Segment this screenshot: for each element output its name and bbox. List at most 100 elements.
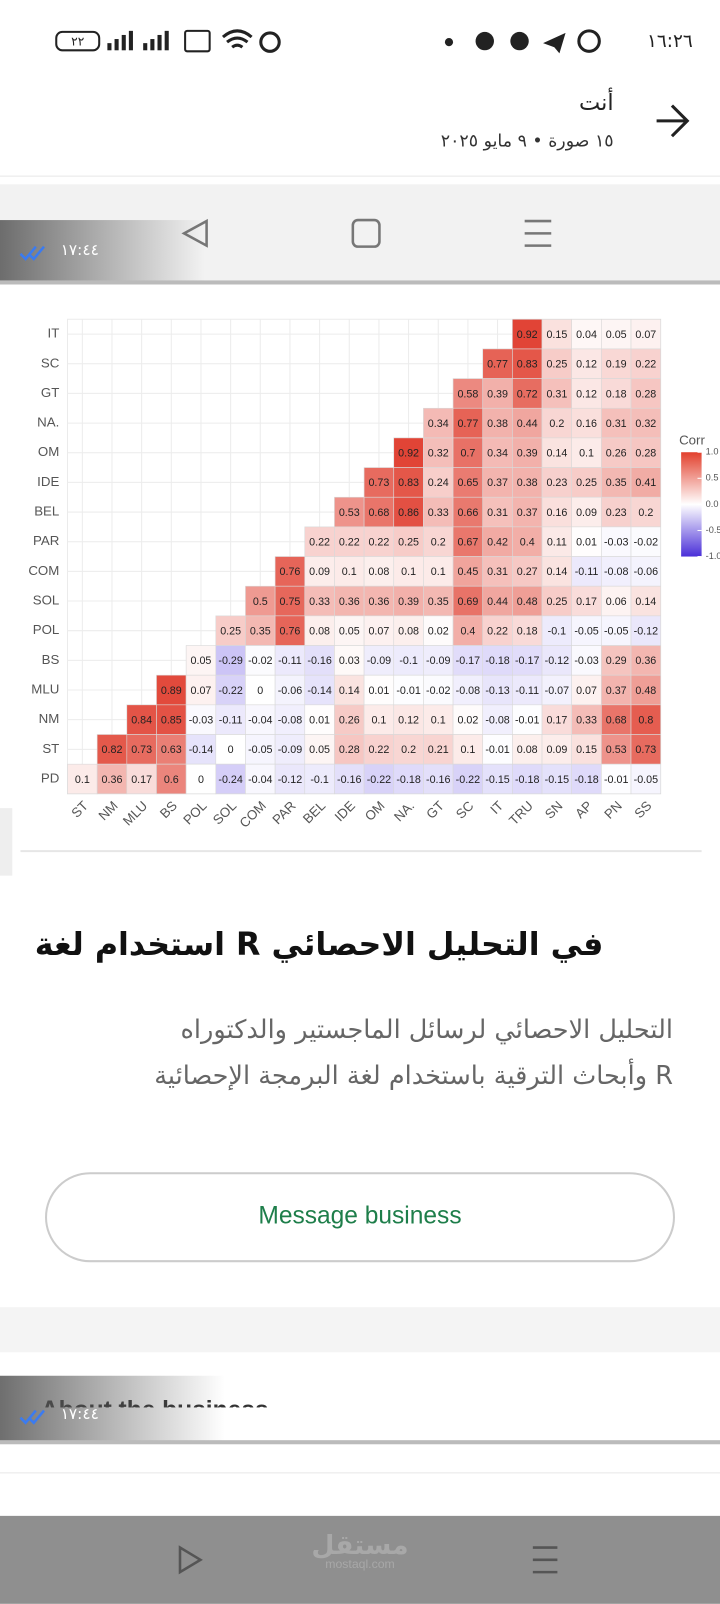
cell-value: 0.34 <box>487 448 508 460</box>
heatmap-cell <box>304 704 335 735</box>
row-label: PAR <box>33 533 59 548</box>
cell-value: -0.07 <box>545 685 569 697</box>
heatmap-cell <box>423 467 454 498</box>
heatmap-cell <box>423 407 454 439</box>
timestamp: ١٧:٤٤ <box>61 241 99 259</box>
message-button-label[interactable]: Message business <box>258 1203 461 1230</box>
heatmap-cell <box>245 615 276 646</box>
cell-value: 0.73 <box>635 744 656 756</box>
cell-value: 0.08 <box>368 566 389 578</box>
cell-value: 0.11 <box>547 537 567 549</box>
heatmap-cell <box>363 585 395 617</box>
heatmap-cell <box>363 704 395 735</box>
cell-value: 0.01 <box>309 715 330 727</box>
cell-value: -0.03 <box>189 715 213 727</box>
cell-value: 0.2 <box>549 418 564 430</box>
heatmap-cell <box>185 645 217 676</box>
heatmap-cell <box>482 585 513 617</box>
heatmap-cell <box>630 318 661 350</box>
cell-value: -0.08 <box>604 566 628 578</box>
cell-value: 0.14 <box>546 566 567 578</box>
cell-value: -0.04 <box>248 715 272 727</box>
forward-arrow[interactable] <box>656 104 690 138</box>
cell-value: 0.2 <box>638 507 653 519</box>
heatmap-cell <box>630 763 661 795</box>
cell-value: 0.07 <box>635 329 656 341</box>
cell-value: 0.12 <box>576 359 597 371</box>
heatmap-cell <box>452 704 484 735</box>
cell-value: 0.22 <box>339 537 360 549</box>
heatmap-cell <box>452 734 484 765</box>
heatmap-cell <box>601 704 632 735</box>
cell-value: -0.01 <box>396 685 420 697</box>
cell-value: -0.1 <box>310 774 329 786</box>
cell-value: 0.14 <box>635 596 656 608</box>
heatmap-cell <box>512 763 543 795</box>
cell-value: 0.92 <box>398 448 419 460</box>
cell-value: 0 <box>228 744 234 756</box>
cell-value: 0.31 <box>606 418 627 430</box>
cell-value: 0.44 <box>517 418 538 430</box>
row-label: SOL <box>33 593 60 608</box>
cell-value: 0.36 <box>102 774 123 786</box>
message-button[interactable] <box>45 1172 675 1263</box>
cell-value: -0.16 <box>337 774 361 786</box>
row-label: SC <box>41 355 60 370</box>
battery-level: ٢٢ <box>71 35 85 49</box>
heatmap-cell <box>304 585 335 617</box>
play-button[interactable] <box>178 1545 203 1575</box>
row-label: IT <box>48 326 60 341</box>
heatmap-cell <box>334 645 365 676</box>
cell-value: 0.32 <box>635 418 656 430</box>
cell-value: 0.22 <box>487 626 508 638</box>
cell-value: 0.23 <box>546 477 567 489</box>
cell-value: -0.11 <box>515 685 539 697</box>
heatmap-cell <box>334 526 365 557</box>
heatmap-cell <box>512 585 543 617</box>
cell-value: -0.13 <box>485 685 509 697</box>
heatmap-cell <box>452 674 484 706</box>
cell-value: -0.03 <box>574 655 598 667</box>
heatmap-cell <box>512 318 543 350</box>
cell-value: 0.05 <box>339 626 360 638</box>
cell-value: -0.02 <box>248 655 272 667</box>
cell-value: 0.84 <box>131 715 152 727</box>
heatmap-cell <box>571 496 602 528</box>
heatmap-cell <box>482 674 513 706</box>
cell-value: -0.1 <box>548 626 567 638</box>
row-label: GT <box>41 385 59 400</box>
heatmap-cell <box>245 734 276 765</box>
heatmap-cell <box>630 407 661 439</box>
heatmap-cell <box>245 645 276 676</box>
heatmap-cell <box>601 348 632 379</box>
cell-value: -0.15 <box>545 774 569 786</box>
notification-icons <box>444 29 601 54</box>
cell-value: 0.31 <box>546 388 567 400</box>
cell-value: 0.07 <box>576 685 597 697</box>
cell-value: -0.06 <box>634 566 658 578</box>
heatmap-cell <box>541 615 573 646</box>
cell-value: 0.32 <box>428 448 449 460</box>
cell-value: -0.03 <box>604 537 628 549</box>
nav-menu <box>524 219 552 247</box>
cell-value: -0.01 <box>604 774 628 786</box>
cell-value: 0.1 <box>401 566 416 578</box>
cell-value: 0.75 <box>280 596 301 608</box>
heatmap-cell <box>512 496 543 528</box>
cell-value: -0.12 <box>278 774 302 786</box>
heatmap-cell <box>512 378 543 409</box>
heatmap-cell <box>156 704 187 735</box>
cell-value: 0.08 <box>309 626 330 638</box>
legend-tick-label: -0.5 <box>706 525 720 535</box>
heatmap-cell <box>512 467 543 498</box>
legend-tick-label: -1.0 <box>706 551 720 561</box>
nav-home <box>351 218 381 248</box>
heatmap-cell <box>274 763 306 795</box>
section-gap <box>0 1307 720 1353</box>
cell-value: -0.17 <box>456 655 480 667</box>
menu-button[interactable] <box>532 1546 558 1574</box>
shadow-edge <box>0 1440 720 1445</box>
cell-value: -0.12 <box>634 626 658 638</box>
bottom-nav <box>0 1515 720 1604</box>
